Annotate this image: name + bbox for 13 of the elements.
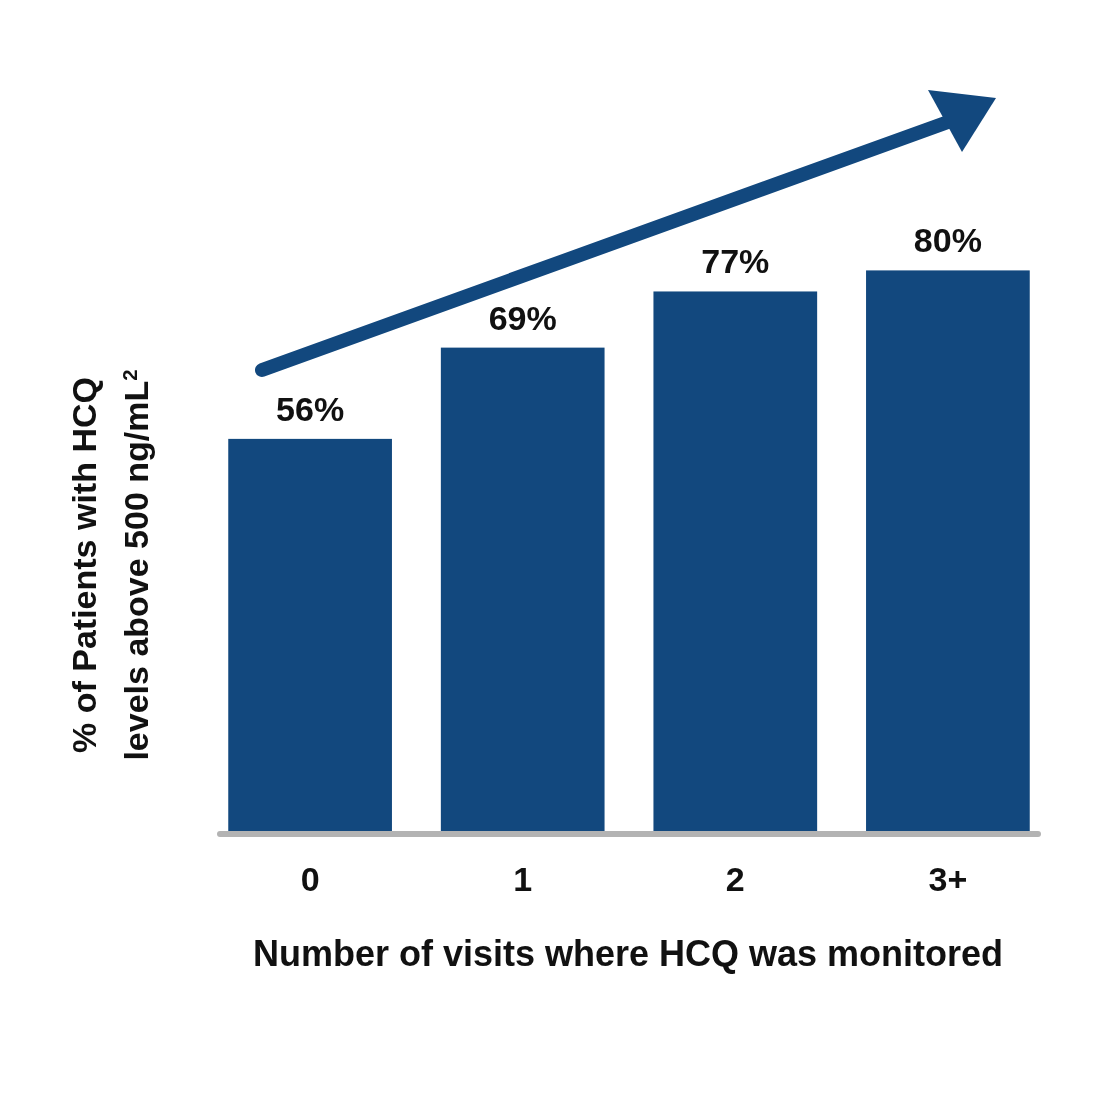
- x-axis-title: Number of visits where HCQ was monitored: [252, 933, 1004, 974]
- data-label: 80%: [913, 221, 982, 260]
- x-tick-label: 0: [300, 860, 320, 898]
- x-tick-label: 1: [513, 860, 533, 898]
- data-label: 77%: [701, 242, 770, 281]
- bar: [440, 347, 605, 832]
- data-label: 56%: [276, 389, 345, 428]
- x-tick-label: 2: [725, 860, 745, 898]
- x-tick-label: 3+: [928, 860, 968, 898]
- bar: [228, 438, 392, 832]
- bar: [866, 270, 1030, 832]
- data-label: 69%: [488, 298, 557, 337]
- bar: [653, 291, 818, 832]
